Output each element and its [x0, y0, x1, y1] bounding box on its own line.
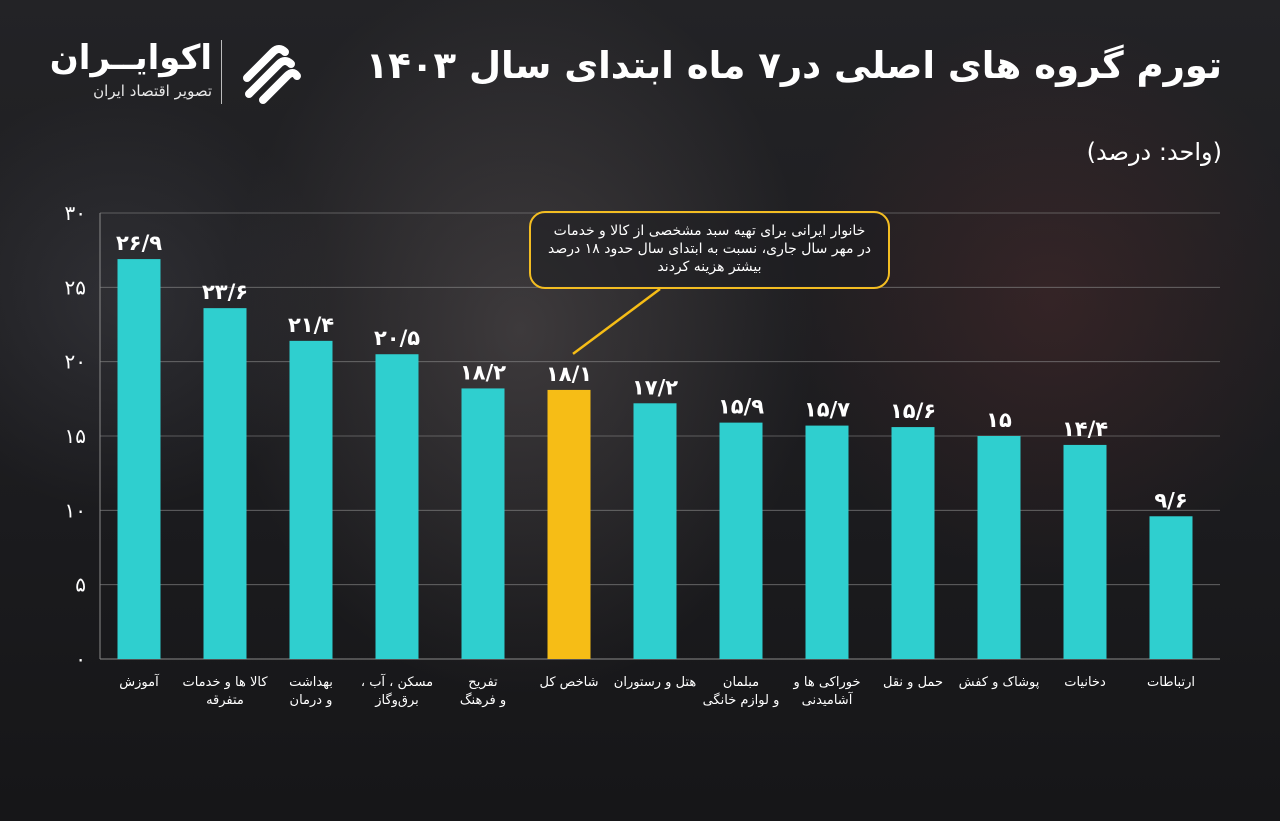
- x-tick-label: ارتباطات: [1147, 675, 1195, 690]
- bar-value-label: ۲۳/۶: [202, 280, 248, 304]
- bar: [117, 259, 161, 659]
- callout-pointer: [572, 287, 661, 355]
- logo-emblem-icon: [243, 45, 301, 104]
- x-tick-label: خوراکی ها و: [792, 675, 860, 690]
- bar: [977, 436, 1021, 659]
- x-tick-label: پوشاک و کفش: [959, 675, 1040, 690]
- bar: [805, 425, 849, 659]
- y-tick-label: ۱۰: [65, 498, 86, 522]
- bar-highlight: [547, 389, 591, 659]
- y-tick-label: ۲۰: [65, 350, 86, 374]
- bar-value-label: ۱۵/۷: [804, 398, 850, 422]
- x-tick-label: آشامیدنی: [802, 691, 854, 708]
- x-tick-label: مبلمان: [723, 675, 759, 690]
- bar-value-label: ۱۸/۱: [546, 362, 592, 386]
- y-tick-label: ۰: [75, 647, 86, 671]
- chart-title: تورم گروه های اصلی در۷ ماه ابتدای سال ۱۴…: [365, 44, 1222, 87]
- y-tick-label: ۲۵: [65, 275, 86, 299]
- bar-value-label: ۲۱/۴: [288, 313, 334, 337]
- logo-wordmark: اکوایــران: [49, 38, 212, 78]
- x-tick-label: مسکن ، آب ،: [361, 673, 433, 690]
- x-tick-label: آموزش: [119, 673, 160, 690]
- bar-value-label: ۲۶/۹: [116, 231, 162, 255]
- y-tick-label: ۳۰: [65, 201, 86, 225]
- x-tick-label: حمل و نقل: [883, 675, 943, 690]
- unit-label: (واحد: درصد): [1086, 138, 1222, 166]
- bar: [1149, 516, 1193, 659]
- bar: [719, 422, 763, 659]
- x-tick-label: هتل و رستوران: [614, 675, 697, 690]
- x-tick-label: و فرهنگ: [460, 692, 506, 708]
- x-tick-label: تفریح: [468, 675, 498, 690]
- x-tick-label: کالا ها و خدمات: [182, 675, 268, 690]
- bar-value-label: ۲۰/۵: [374, 326, 420, 350]
- annotation-text: خانوار ایرانی برای تهیه سبد مشخصی از کال…: [548, 223, 871, 275]
- x-tick-label: دخانیات: [1064, 675, 1106, 690]
- bar-value-label: ۹/۶: [1154, 488, 1187, 512]
- x-tick-label: بهداشت: [289, 675, 333, 690]
- y-tick-label: ۱۵: [65, 424, 86, 448]
- bar-value-label: ۱۵: [986, 408, 1012, 432]
- bar: [375, 354, 419, 659]
- x-tick-label: و درمان: [290, 693, 333, 708]
- bar: [891, 427, 935, 659]
- bar-value-label: ۱۴/۴: [1062, 417, 1108, 441]
- bar: [289, 340, 333, 659]
- bar: [633, 403, 677, 659]
- y-tick-label: ۵: [75, 573, 86, 597]
- logo-divider: [221, 40, 222, 104]
- bar-value-label: ۱۵/۹: [718, 395, 764, 419]
- x-tick-label: شاخص کل: [540, 675, 599, 690]
- bar: [203, 308, 247, 659]
- x-tick-label: متفرقه: [206, 693, 244, 708]
- logo: اکوایــران تصویر اقتصاد ایران: [50, 36, 310, 108]
- bar-value-label: ۱۵/۶: [890, 399, 936, 423]
- logo-tagline: تصویر اقتصاد ایران: [93, 82, 212, 100]
- x-tick-label: برق‌وگاز: [374, 692, 419, 708]
- bar-value-label: ۱۸/۲: [460, 360, 506, 384]
- annotation-callout: خانوار ایرانی برای تهیه سبد مشخصی از کال…: [529, 211, 890, 289]
- bar: [1063, 444, 1107, 659]
- bar-value-label: ۱۷/۲: [632, 375, 678, 399]
- bar: [461, 388, 505, 659]
- x-tick-label: و لوازم خانگی: [703, 692, 780, 708]
